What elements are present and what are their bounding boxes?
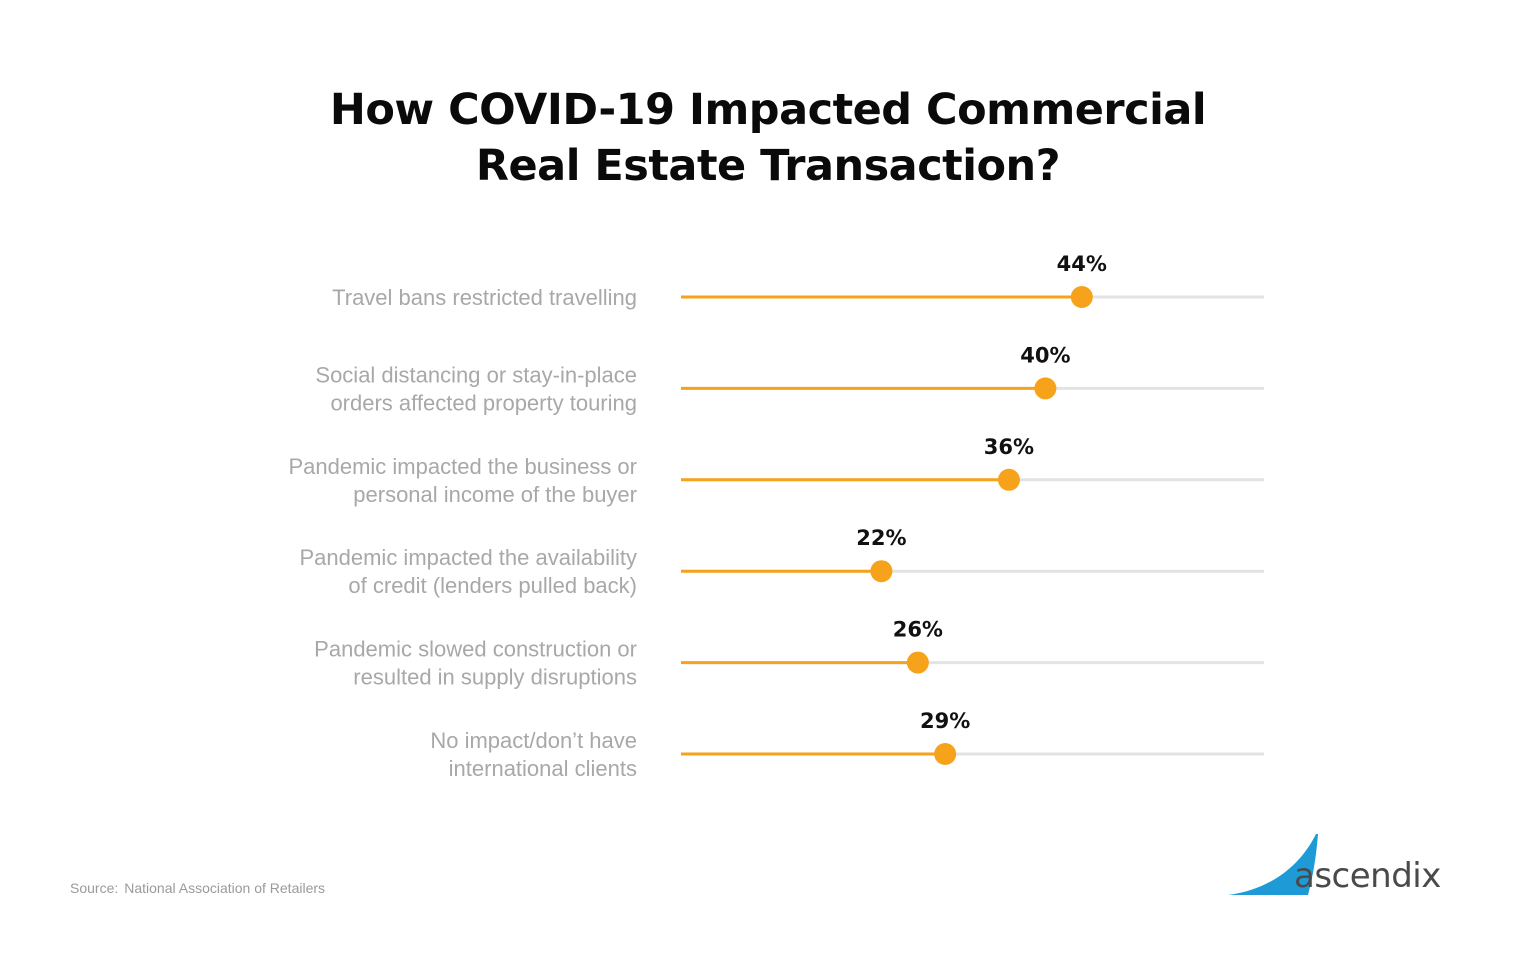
category-label: of credit (lenders pulled back) [348, 573, 637, 598]
ascendix-logo: ascendix [1226, 830, 1476, 904]
chart-title-line-1: How COVID-19 Impacted Commercial [329, 85, 1207, 135]
value-dot [1034, 377, 1057, 400]
value-label: 22% [856, 526, 906, 550]
category-label: Pandemic slowed construction or [314, 637, 637, 662]
category-label: personal income of the buyer [353, 482, 637, 507]
category-label: Social distancing or stay-in-place [315, 362, 637, 387]
chart-title: How COVID-19 Impacted Commercial Real Es… [0, 82, 1536, 194]
chart-title-line-2: Real Estate Transaction? [475, 141, 1061, 191]
category-label: No impact/don’t have [430, 728, 637, 753]
value-dot [906, 651, 929, 674]
ascendix-swoosh-icon [1228, 834, 1318, 895]
value-dot [997, 468, 1020, 491]
value-dot [934, 743, 957, 765]
value-label: 36% [984, 435, 1034, 459]
category-label: international clients [449, 756, 637, 781]
category-label: Pandemic impacted the business or [288, 454, 637, 479]
source-label: Source: [70, 880, 119, 896]
value-dot [870, 560, 893, 583]
value-dot [1070, 286, 1093, 308]
source-note: Source: National Association of Retailers [70, 880, 325, 896]
value-label: 26% [893, 618, 943, 642]
source-text: National Association of Retailers [124, 880, 326, 896]
category-label: Pandemic impacted the availability [299, 545, 637, 570]
value-label: 29% [920, 709, 970, 733]
value-label: 44% [1057, 252, 1107, 276]
category-label: orders affected property touring [330, 390, 637, 415]
value-label: 40% [1020, 343, 1070, 367]
category-label: resulted in supply disruptions [353, 665, 637, 690]
category-label: Travel bans restricted travelling [332, 285, 637, 310]
logo-text: ascendix [1294, 856, 1441, 896]
